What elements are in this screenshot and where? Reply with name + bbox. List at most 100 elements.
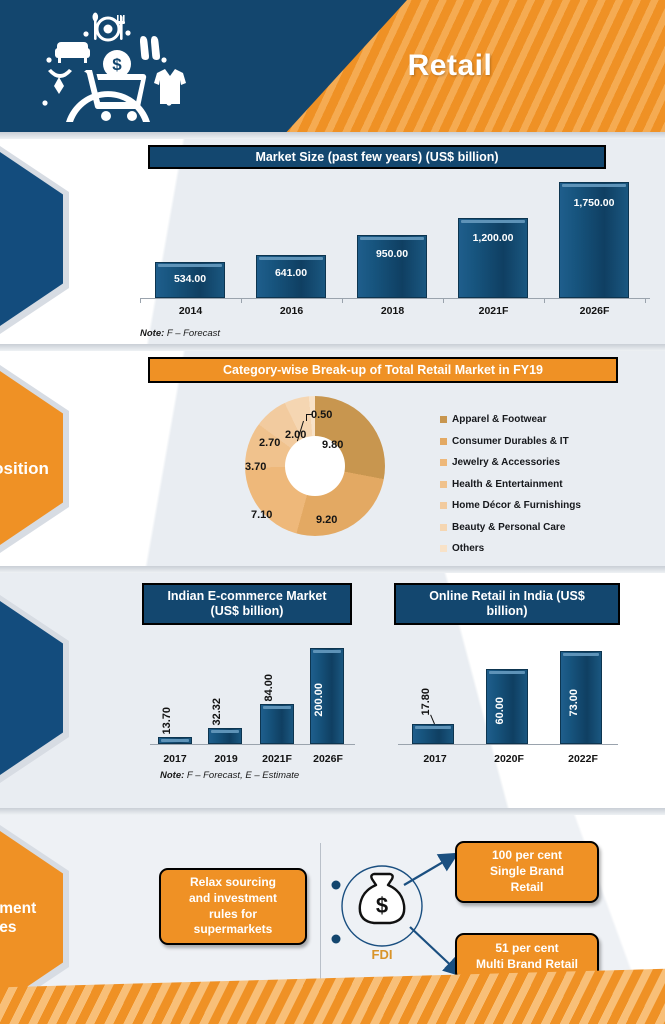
bar-2026F (310, 648, 344, 744)
x-tick-2021F: 2021F (262, 753, 292, 765)
donut-label-apparel: 9.80 (322, 439, 344, 451)
x-tick-2022F: 2022F (568, 753, 598, 765)
sector-composition-legend: Apparel & Footwear Consumer Durables & I… (440, 409, 581, 560)
section-sector-composition: Sector Composition Category-wise Break-u… (0, 351, 665, 566)
axis-tick (544, 298, 545, 303)
sector-composition-donut (245, 396, 385, 536)
key-trends-note: Note: F – Forecast, E – Estimate (160, 770, 299, 781)
note-prefix: Note: (140, 328, 165, 339)
market-size-banner: Market Size (past few years) (US$ billio… (148, 145, 606, 169)
bar-fill (412, 724, 454, 744)
axis-tick (241, 298, 242, 303)
legend-item: Others (440, 538, 581, 560)
market-size-banner-text: Market Size (past few years) (US$ billio… (255, 149, 499, 164)
legend-swatch-icon (440, 502, 447, 510)
bar-value-label: 60.00 (494, 697, 506, 725)
axis-tick (140, 298, 141, 303)
section-label-text: Government Initiatives (0, 899, 37, 936)
bar-value-label: 641.00 (274, 267, 308, 279)
legend-label: Others (452, 543, 485, 555)
market-size-note: Note: F – Forecast (140, 328, 220, 339)
relax-box-line4: supermarkets (193, 922, 273, 937)
fdi-diagram: $ FDI (331, 852, 464, 978)
market-size-chart: 534.00 641.00 950.00 1,200.00 1,750.00 (140, 182, 650, 303)
x-tick-2019: 2019 (214, 753, 238, 765)
relax-box-line3: rules for (208, 906, 257, 921)
legend-label: Apparel & Footwear (452, 414, 547, 426)
chart-axis (150, 744, 355, 745)
bar-fill (310, 648, 344, 744)
bar-2017 (158, 737, 192, 744)
multi-brand-line1: 51 per cent (495, 941, 559, 956)
bar-2019 (208, 728, 242, 744)
bar-2021F (260, 704, 294, 744)
svg-text:$: $ (376, 893, 388, 918)
bar-value-label: 13.70 (161, 707, 173, 735)
donut-label-jewelry: 7.10 (251, 509, 273, 521)
axis-tick (342, 298, 343, 303)
legend-item: Home Décor & Furnishings (440, 495, 581, 517)
relax-sourcing-box: Relax sourcing and investment rules for … (159, 868, 307, 945)
legend-swatch-icon (440, 437, 447, 445)
legend-label: Jewelry & Accessories (452, 457, 561, 469)
bar-fill (208, 728, 242, 744)
bar-2014: 534.00 (155, 262, 225, 298)
x-tick-2017: 2017 (423, 753, 447, 765)
section-label-text: Sector Composition (0, 459, 49, 478)
x-tick-2017: 2017 (163, 753, 187, 765)
ecommerce-banner-line2: (US$ billion) (210, 604, 284, 618)
bar-2022F (560, 651, 602, 744)
bar-2021F: 1,200.00 (458, 218, 528, 298)
bar-value-label: 534.00 (173, 273, 207, 285)
donut-label-beauty: 2.00 (285, 429, 307, 441)
bar-fill (486, 669, 528, 744)
bar-fill (559, 182, 629, 298)
note-prefix: Note: (160, 770, 185, 781)
section-label-text: Key Trends (0, 667, 1, 710)
single-brand-retail-box: 100 per cent Single Brand Retail (455, 841, 599, 903)
bar-value-label: 950.00 (375, 248, 409, 260)
bar-value-label: 17.80 (420, 688, 432, 716)
divider-2 (0, 344, 665, 351)
bar-fill (458, 218, 528, 298)
chart-axis (398, 744, 618, 745)
legend-item: Beauty & Personal Care (440, 517, 581, 539)
single-brand-line3: Retail (510, 879, 544, 894)
legend-item: Consumer Durables & IT (440, 431, 581, 453)
divider-1 (0, 132, 665, 139)
bar-fill (256, 255, 326, 298)
vertical-divider (320, 843, 321, 1003)
bar-value-label: 32.32 (211, 698, 223, 726)
axis-tick (645, 298, 646, 303)
bar-fill (158, 737, 192, 744)
divider-3 (0, 566, 665, 573)
section-background (0, 139, 665, 344)
bar-fill (155, 262, 225, 298)
bar-2018: 950.00 (357, 235, 427, 298)
x-tick-2021F: 2021F (478, 305, 509, 317)
legend-swatch-icon (440, 459, 447, 467)
sector-composition-banner-text: Category-wise Break-up of Total Retail M… (223, 362, 543, 377)
donut-label-home-decor: 2.70 (259, 437, 281, 449)
x-tick-2026F: 2026F (579, 305, 610, 317)
donut-label-others: 0.50 (311, 409, 333, 421)
note-text: F – Forecast (164, 328, 221, 339)
legend-item: Jewelry & Accessories (440, 452, 581, 474)
indian-ecommerce-chart: 13.70 32.32 84.00 200.00 (150, 648, 355, 745)
chart-axis (140, 298, 650, 299)
legend-label: Beauty & Personal Care (452, 521, 566, 533)
money-bag-icon: $ (358, 872, 406, 925)
section-market-size: Market Size Market Size (past few years)… (0, 139, 665, 344)
multi-brand-line2: Multi Brand Retail (475, 957, 578, 971)
online-retail-banner: Online Retail in India (US$ billion) (394, 583, 620, 625)
legend-swatch-icon (440, 545, 447, 553)
bar-value-label: 200.00 (313, 683, 325, 717)
x-tick-2014: 2014 (178, 305, 203, 317)
single-brand-line2: Single Brand (489, 864, 564, 879)
x-tick-2026F: 2026F (313, 753, 343, 765)
fdi-label: FDI (372, 947, 393, 962)
page-title: Retail (407, 49, 493, 82)
bar-fill (260, 704, 294, 744)
bar-value-label: 1,200.00 (472, 232, 514, 244)
